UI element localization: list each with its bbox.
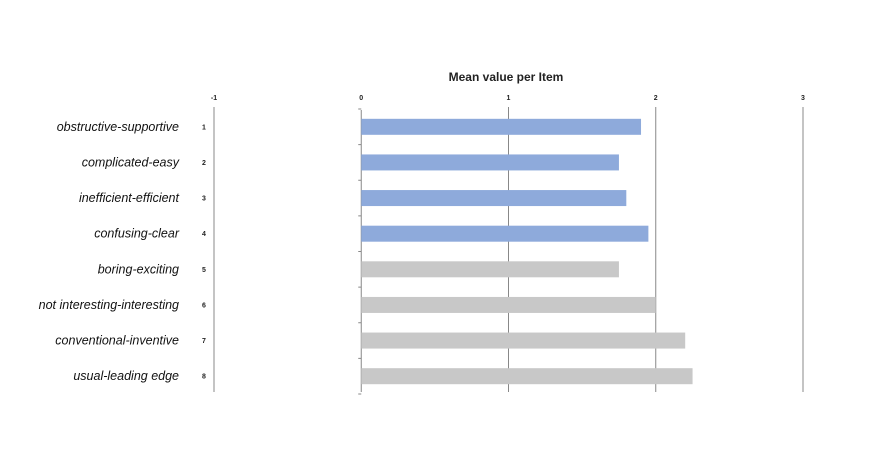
item-number: 4	[202, 231, 206, 238]
bar-6	[361, 296, 656, 313]
category-label: complicated-easy	[82, 155, 180, 169]
bar-3	[361, 190, 627, 207]
category-label: usual-leading edge	[73, 369, 179, 383]
category-label: inefficient-efficient	[79, 191, 180, 205]
item-number: 1	[202, 124, 206, 131]
item-number: 2	[202, 160, 206, 167]
item-number: 6	[202, 302, 206, 309]
category-label: boring-exciting	[98, 262, 179, 276]
category-label: conventional-inventive	[55, 334, 179, 348]
bar-5	[361, 261, 619, 278]
category-label: not interesting-interesting	[39, 298, 179, 312]
x-tick-labels: -1 0 1 2 3	[211, 95, 805, 102]
category-labels: 1 obstructive-supportive 2 complicated-easy…	[39, 120, 206, 383]
item-number: 3	[202, 196, 206, 203]
bar-8	[361, 368, 693, 385]
x-tick-label: 2	[654, 95, 658, 102]
grid-lines	[213, 107, 804, 395]
category-label: obstructive-supportive	[57, 120, 179, 134]
x-tick-label: 3	[801, 95, 805, 102]
chart-title: Mean value per Item	[449, 70, 564, 84]
bar-7	[361, 332, 686, 349]
item-number: 5	[202, 267, 206, 274]
x-tick-label: 1	[507, 95, 511, 102]
bars	[361, 118, 693, 385]
x-tick-label: -1	[211, 95, 217, 102]
bar-2	[361, 154, 619, 171]
item-number: 8	[202, 374, 206, 381]
bar-1	[361, 118, 642, 135]
category-label: confusing-clear	[94, 227, 180, 241]
item-number: 7	[202, 338, 206, 345]
bar-4	[361, 225, 649, 242]
x-tick-label: 0	[359, 95, 363, 102]
